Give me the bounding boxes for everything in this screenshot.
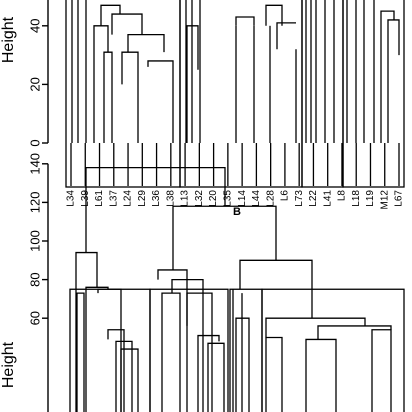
cluster-box [229,288,263,412]
dendrogram-link [239,259,313,319]
dendrogram-link [276,22,296,50]
dendrogram-link [121,51,139,143]
dendrogram-link [380,10,395,20]
y-tick-label: 0 [27,139,42,146]
dendrogram-link [107,329,125,412]
leaf-label: L37 [108,190,119,207]
dendrogram-link [75,251,98,412]
leaf-label: L29 [137,190,148,207]
dendrogram-link [157,269,188,412]
leaf-label: L20 [208,190,219,207]
panel-title: B [233,206,241,218]
leaf-label: L13 [180,190,191,207]
dendrogram-link [171,278,204,412]
y-tick-label: 20 [27,77,42,91]
dendrogram-link [371,329,392,412]
dendrogram-link [111,13,143,35]
dendrogram-link [93,25,109,143]
cluster-box [149,288,229,412]
y-axis-title: Height [0,16,17,63]
y-tick-label: 100 [27,230,42,252]
leaf-label: L34 [66,190,77,207]
dendrogram-link [305,338,337,412]
leaf-label: L24 [123,190,134,207]
y-tick-label: 80 [27,272,42,286]
dendrogram-link [265,336,283,412]
cluster-box [65,0,181,188]
dendrogram-link [265,317,366,338]
leaf-label: L18 [351,190,362,207]
dendrogram-link [127,33,165,53]
dendrogram-link [235,16,255,26]
leaf-label: L44 [251,190,262,207]
leaf-label: L35 [223,190,234,207]
leaf-label: L8 [337,190,348,202]
leaf-label: L14 [237,190,248,207]
leaf-label: L41 [322,190,333,207]
leaf-label: L67 [394,190,405,207]
y-tick-label: 40 [27,19,42,33]
leaf-label: L61 [94,190,105,207]
y-tick-label: 60 [27,311,42,325]
dendrogram-link [103,51,113,143]
dendrogram-link [115,340,133,412]
dendrogram-link [387,19,400,143]
panel-b-dendrogram: B 60 80 100 120 140 Height [0,153,405,412]
cluster-box [261,288,405,412]
dendrogram-link [147,60,174,143]
dendrogram-link [197,334,220,412]
leaf-label: L19 [365,190,376,207]
leaf-label: L32 [194,190,205,207]
leaf-label: M12 [379,190,390,210]
cluster-box [342,0,405,188]
dendrogram-link [186,292,213,412]
dendrogram-link [317,325,392,340]
leaf-label: L6 [280,190,291,202]
dendrogram-link [85,286,109,412]
leaf-label: L38 [165,190,176,207]
dendrogram-link [100,4,121,26]
dendrogram-link [85,167,226,253]
dendrogram-link [207,342,225,412]
dendrogram-link [97,288,122,412]
dendrogram-link [265,4,283,26]
y-axis-title: Height [0,341,17,388]
dendrogram-link [161,292,181,412]
dendrogram-link [186,25,199,143]
cluster-box [301,0,344,188]
dendrogram-link [120,348,139,412]
y-tick-label: 120 [27,192,42,214]
y-tick-label: 140 [27,153,42,175]
leaf-label: L73 [294,190,305,207]
dendrogram-link [172,205,277,270]
dendrogram-link [76,292,85,412]
leaf-label: L22 [308,190,319,207]
leaf-label: L36 [151,190,162,207]
leaf-label: L28 [265,190,276,207]
